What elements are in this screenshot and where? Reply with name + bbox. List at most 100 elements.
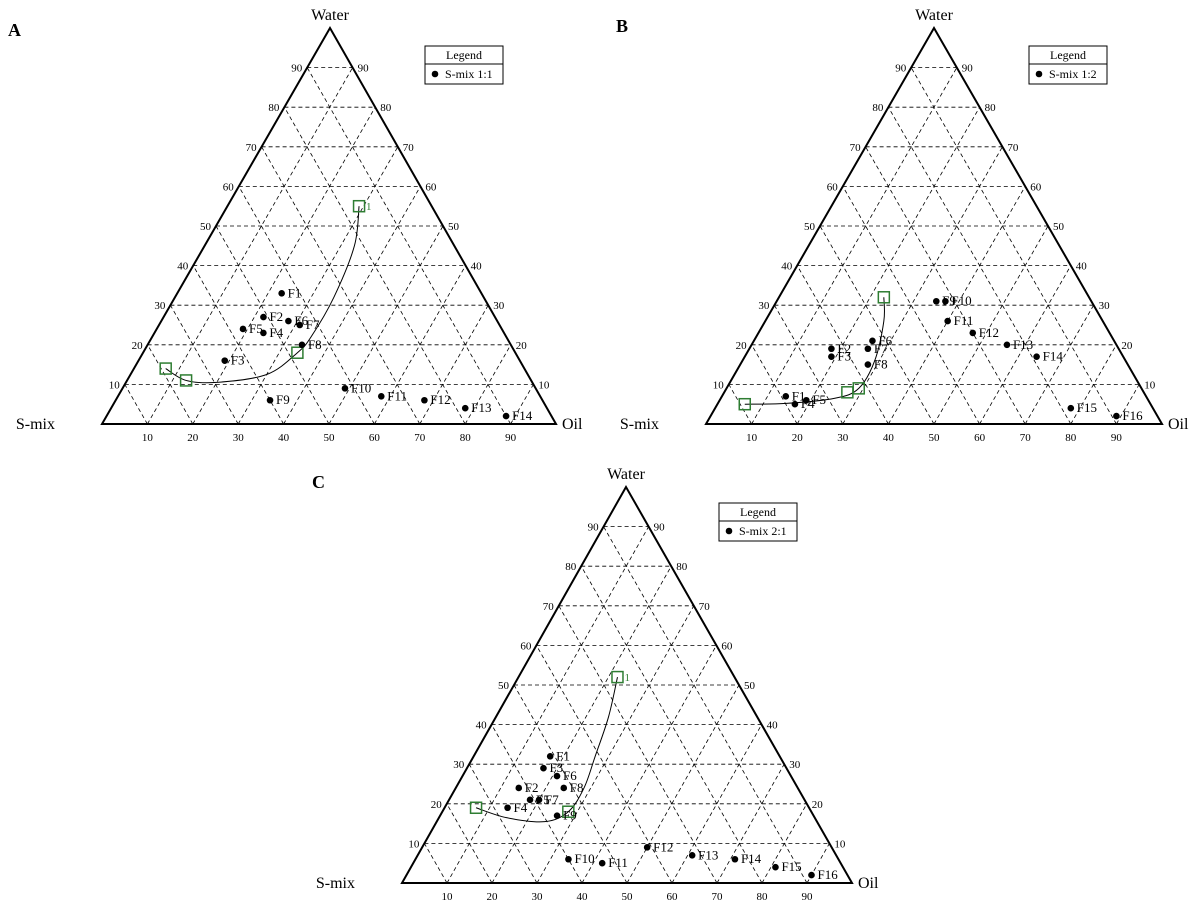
- legend-title: Legend: [446, 48, 482, 62]
- data-point: [515, 784, 523, 792]
- boundary-marker: [611, 670, 624, 684]
- data-point-label: F3: [231, 353, 245, 368]
- grid-line-smix: [124, 384, 148, 425]
- triangle-outline: [400, 484, 854, 884]
- tick-label-left: 40: [476, 720, 488, 732]
- tick-label-bottom: 40: [278, 432, 290, 444]
- tick-label-left: 50: [498, 680, 510, 692]
- legend-box: [718, 502, 798, 542]
- tick-label-bottom: 60: [369, 432, 381, 444]
- tick-label-left: 50: [200, 221, 212, 233]
- data-point: [296, 321, 304, 329]
- tick-label-right: 10: [538, 379, 550, 391]
- data-point: [221, 357, 229, 364]
- grid-line-oil: [933, 225, 1049, 425]
- tick-label-left: 10: [713, 379, 725, 391]
- tick-label-bottom: 10: [142, 432, 154, 444]
- tick-label-left: 90: [588, 522, 600, 534]
- tick-label-left: 30: [758, 300, 770, 312]
- grid-line-smix: [261, 146, 421, 425]
- grid-line-oil: [1024, 305, 1094, 425]
- phase-boundary-curve: [165, 206, 360, 384]
- grid-line-oil: [671, 724, 762, 884]
- data-point: [942, 297, 949, 305]
- data-point: [553, 772, 561, 780]
- data-point-label: F10: [951, 293, 971, 308]
- data-point: [461, 404, 469, 412]
- grid-line-smix: [215, 225, 330, 425]
- tick-label-bottom: 50: [929, 432, 941, 444]
- data-point-label: F3: [837, 349, 851, 364]
- tick-label-bottom: 30: [532, 891, 544, 902]
- data-point: [598, 859, 606, 867]
- tick-label-left: 80: [872, 102, 884, 114]
- legend-box: [1028, 45, 1108, 85]
- tick-label-right: 60: [425, 181, 437, 193]
- grid-line-oil: [1070, 344, 1117, 425]
- data-point-label: F5: [249, 321, 263, 336]
- tick-label-right: 50: [1053, 221, 1065, 233]
- tick-label-bottom: 40: [883, 432, 895, 444]
- panel-label: B: [616, 16, 628, 36]
- data-point: [944, 317, 951, 325]
- data-point: [869, 337, 876, 345]
- data-point-label: F13: [698, 847, 718, 862]
- data-point: [969, 329, 977, 337]
- data-point: [560, 784, 568, 792]
- data-point: [526, 796, 534, 804]
- grid-line-oil: [464, 344, 512, 425]
- tick-label-bottom: 30: [837, 432, 849, 444]
- data-point-label: F6: [878, 333, 892, 348]
- grid-line-smix: [796, 265, 889, 425]
- tick-label-right: 10: [1144, 379, 1156, 391]
- triangle-outline: [100, 25, 558, 425]
- data-point: [688, 851, 696, 859]
- data-point-label: F4: [514, 800, 528, 815]
- data-point: [932, 297, 940, 305]
- data-point: [298, 341, 306, 349]
- boundary-marker-label: 1: [366, 201, 372, 213]
- data-point-label: F16: [1122, 408, 1143, 423]
- tick-label-right: 50: [448, 221, 460, 233]
- tick-label-bottom: 80: [1065, 432, 1077, 444]
- tick-label-right: 20: [1121, 340, 1133, 352]
- legend-entry: S-mix 2:1: [739, 524, 787, 538]
- tick-label-left: 60: [827, 181, 839, 193]
- grid: [728, 67, 1140, 425]
- data-point-label: F9: [563, 808, 577, 823]
- data-point-label: F14: [741, 851, 762, 866]
- tick-label-left: 80: [268, 102, 280, 114]
- boundary-marker: [179, 374, 193, 387]
- data-point: [864, 345, 872, 353]
- ternary-panel-a: 10 10 10 20 20 20 30 30 30 40 40 40 50 50 50 60 60 60 70 70…: [8, 7, 583, 444]
- data-point: [803, 396, 810, 404]
- vertex-label-water: Water: [607, 466, 645, 483]
- tick-label-bottom: 70: [1020, 432, 1032, 444]
- legend-title: Legend: [740, 505, 776, 519]
- grid: [124, 67, 534, 425]
- tick-label-right: 30: [493, 300, 505, 312]
- grid-line-oil: [328, 225, 444, 425]
- legend-box: [424, 45, 504, 85]
- grid-line-oil: [147, 67, 353, 425]
- triangle-outline: [704, 25, 1164, 425]
- data-point: [1003, 341, 1011, 349]
- tick-label-left: 20: [736, 340, 748, 352]
- grid-line-smix: [774, 305, 844, 425]
- data-point-label: F15: [1077, 400, 1097, 415]
- data-point: [260, 313, 267, 321]
- data-point-label: F14: [512, 408, 533, 423]
- data-point-label: F8: [570, 780, 584, 795]
- data-point-label: F15: [781, 859, 801, 874]
- tick-label-right: 90: [358, 63, 370, 75]
- grid-line-smix: [728, 384, 752, 425]
- grid-line-smix: [468, 764, 538, 884]
- data-point: [341, 385, 349, 392]
- legend-marker: [1035, 70, 1043, 78]
- data-point-label: F12: [653, 839, 673, 854]
- grid: [424, 526, 830, 884]
- grid-line-oil: [716, 764, 785, 884]
- tick-label-right: 70: [699, 601, 711, 613]
- data-point: [502, 412, 510, 420]
- tick-label-right: 80: [676, 561, 688, 573]
